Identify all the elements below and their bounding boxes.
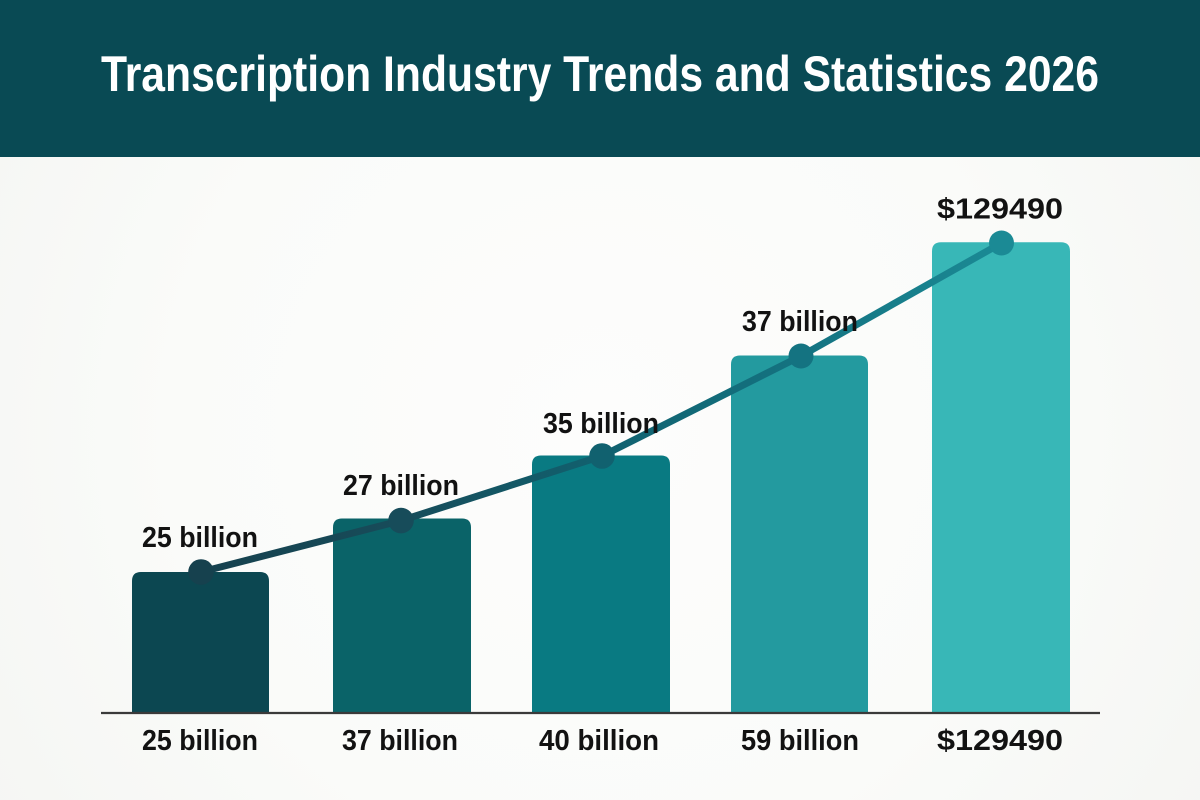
svg-text:59 billion: 59 billion: [741, 725, 859, 757]
svg-text:37 billion: 37 billion: [342, 725, 458, 757]
svg-text:$129490: $129490: [937, 194, 1063, 226]
svg-text:35 billion: 35 billion: [543, 408, 659, 440]
svg-text:40 billion: 40 billion: [539, 725, 659, 757]
svg-text:27 billion: 27 billion: [343, 470, 459, 502]
svg-text:Transcription Industry Trends: Transcription Industry Trends and Statis…: [101, 46, 1099, 102]
svg-text:25 billion: 25 billion: [142, 725, 258, 757]
svg-text:37 billion: 37 billion: [742, 306, 858, 338]
svg-text:25 billion: 25 billion: [142, 522, 258, 554]
svg-text:$129490: $129490: [937, 725, 1063, 757]
